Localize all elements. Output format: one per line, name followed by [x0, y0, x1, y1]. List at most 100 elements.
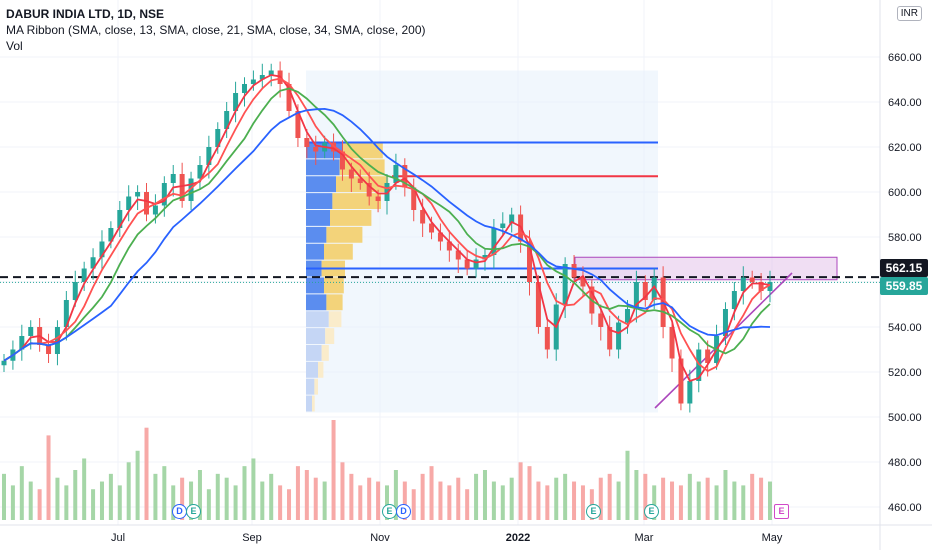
candle-body: [509, 214, 515, 224]
volume-bar: [714, 485, 719, 520]
candle-body: [651, 277, 657, 300]
candle-body: [642, 282, 648, 300]
candle-body: [535, 282, 541, 327]
volume-bar: [251, 458, 256, 520]
candle-body: [357, 178, 363, 183]
volume-profile-down-bar: [326, 294, 343, 311]
candle-body: [500, 223, 506, 228]
candle-body: [188, 178, 194, 201]
candle-body: [687, 381, 693, 404]
candle-body: [375, 196, 381, 201]
volume-bar: [393, 470, 398, 520]
volume-bar: [678, 485, 683, 520]
candle-body: [28, 327, 34, 336]
volume-bar: [233, 485, 238, 520]
volume-bar: [242, 466, 247, 520]
currency-button[interactable]: INR: [896, 6, 922, 21]
volume-profile-down-bar: [324, 243, 353, 260]
volume-profile-down-bar: [324, 277, 344, 294]
candle-body: [731, 291, 737, 309]
candle-body: [170, 174, 176, 183]
candle-body: [197, 165, 203, 179]
candle-body: [126, 196, 132, 210]
volume-profile-up-bar: [306, 311, 329, 328]
volume-bar: [509, 477, 514, 520]
volume-bar: [563, 473, 568, 520]
volume-bar: [28, 481, 33, 520]
volume-profile-up-bar: [306, 243, 324, 260]
volume-bar: [2, 473, 6, 520]
candle-body: [286, 84, 292, 111]
volume-profile-down-bar: [312, 395, 315, 412]
volume-bar: [429, 466, 434, 520]
volume-bar: [768, 481, 772, 520]
x-tick-label: Mar: [635, 532, 654, 544]
x-tick-label: Sep: [242, 532, 262, 544]
volume-bar: [295, 466, 300, 520]
candle-body: [571, 264, 577, 278]
candle-body: [224, 111, 230, 129]
volume-bar: [367, 477, 372, 520]
volume-bar: [687, 473, 692, 520]
volume-bar: [260, 481, 265, 520]
chart-legend: DABUR INDIA LTD, 1D, NSE MA Ribbon (SMA,…: [6, 6, 426, 54]
candle-body: [598, 313, 604, 327]
candle-body: [152, 205, 158, 215]
dividend-event-icon[interactable]: D: [172, 504, 187, 519]
volume-bar: [224, 477, 229, 520]
candle-body: [411, 187, 417, 210]
dividend-event-icon[interactable]: D: [396, 504, 411, 519]
candle-body: [455, 250, 461, 260]
upcoming-earnings-icon[interactable]: E: [774, 504, 789, 519]
x-tick-label: May: [762, 532, 783, 544]
earnings-event-icon[interactable]: E: [586, 504, 601, 519]
volume-profile-up-bar: [306, 378, 315, 395]
candle-body: [339, 151, 345, 170]
candle-body: [117, 210, 123, 228]
y-tick-label: 600.00: [888, 187, 922, 199]
volume-bar: [741, 485, 746, 520]
volume-profile-area: [306, 70, 658, 413]
candle-body: [268, 70, 274, 75]
volume-bar: [491, 481, 496, 520]
ma-21-line: [3, 77, 771, 373]
volume-bar: [634, 470, 639, 520]
y-tick-label: 660.00: [888, 52, 922, 64]
volume-bar: [572, 481, 577, 520]
candle-body: [624, 309, 630, 323]
candle-body: [749, 277, 755, 282]
volume-profile-down-bar: [321, 345, 329, 361]
candle-body: [767, 282, 773, 291]
last-price-tag: 562.15: [880, 259, 928, 277]
volume-bar: [269, 473, 274, 520]
candle-body: [1, 360, 7, 366]
candle-body: [81, 268, 87, 282]
volume-bar: [420, 473, 425, 520]
candle-body: [696, 349, 702, 381]
earnings-event-icon[interactable]: E: [644, 504, 659, 519]
candle-body: [473, 259, 479, 269]
volume-bar: [438, 481, 443, 520]
candle-body: [63, 300, 69, 327]
volume-bar: [652, 485, 657, 520]
volume-bar: [696, 481, 701, 520]
candle-body: [491, 228, 497, 255]
y-tick-label: 500.00: [888, 412, 922, 424]
volume-bar: [385, 485, 389, 520]
volume-profile-up-bar: [306, 395, 312, 412]
volume-bar: [554, 477, 559, 520]
candle-body: [72, 282, 78, 300]
volume-bar: [171, 485, 176, 520]
earnings-event-icon[interactable]: E: [382, 504, 397, 519]
volume-bar: [358, 485, 363, 520]
volume-profile-down-bar: [325, 328, 335, 344]
volume-bar: [340, 462, 345, 520]
y-tick-label: 520.00: [888, 367, 922, 379]
candle-body: [90, 257, 96, 269]
volume-profile-down-bar: [330, 210, 372, 226]
volume-profile-up-bar: [306, 345, 322, 361]
volume-bar: [82, 458, 87, 520]
earnings-event-icon[interactable]: E: [186, 504, 201, 519]
volume-bar: [215, 473, 220, 520]
